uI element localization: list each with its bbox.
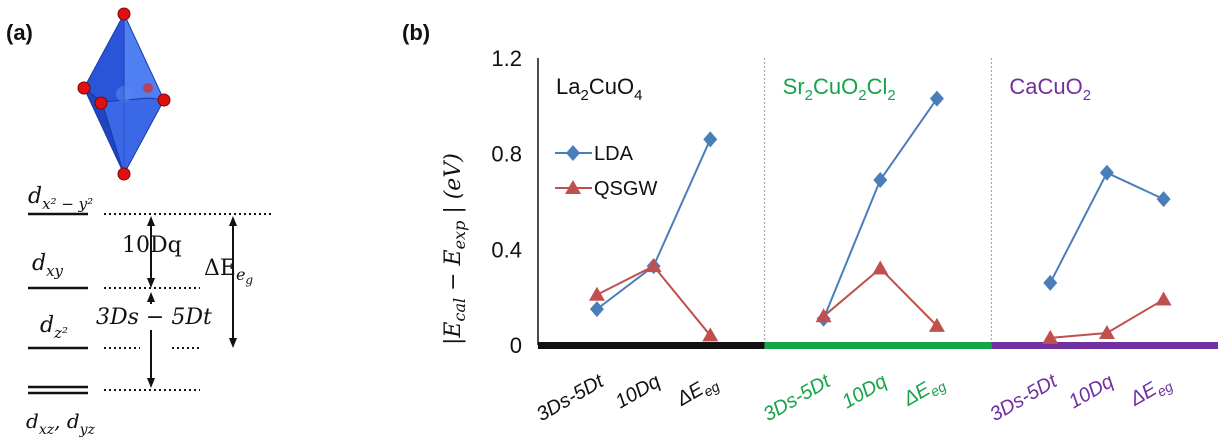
data-point-lda <box>873 171 888 188</box>
legend-marker <box>565 180 581 194</box>
x-category-label: 10Dq <box>838 370 890 413</box>
data-point-lda <box>1099 164 1114 181</box>
data-point-qsgw <box>1042 329 1059 344</box>
compound-label: La2CuO4 <box>556 74 642 104</box>
level-label-dx2y2: dx² − y² <box>28 184 93 213</box>
x-category-label: ΔEeg <box>899 370 949 413</box>
data-point-lda <box>703 131 718 148</box>
label-delta-e-eg: ΔEeg <box>204 256 253 287</box>
compound-label: Sr2CuO2Cl2 <box>783 74 896 104</box>
level-label-dxz-dyz: dxz, dyz <box>26 409 96 438</box>
level-label-dxy: dxy <box>32 251 64 280</box>
data-point-qsgw <box>872 260 889 275</box>
energy-level-diagram: dx² − y² dxy dz² dxz, dyz 10Dq 3Ds − 5Dt <box>26 184 272 438</box>
group-baseline <box>538 342 765 349</box>
label-10dq: 10Dq <box>122 233 182 258</box>
series-line-lda <box>822 98 938 320</box>
line-chart: 0 0.4 0.8 1.2 La2CuO4 Sr2CuO2Cl2 CaCuO2 3Ds-5Dt… <box>491 46 1218 426</box>
data-point-qsgw <box>1098 325 1115 340</box>
octahedron-illustration <box>77 7 171 181</box>
x-category-label: ΔEeg <box>672 370 722 413</box>
data-point-qsgw <box>928 317 945 332</box>
panel-b-label: (b) <box>402 20 430 45</box>
x-category-label: 10Dq <box>612 370 664 413</box>
legend-entry-lda: LDA <box>594 143 634 165</box>
y-tick-label: 1.2 <box>491 46 522 71</box>
group-baseline <box>991 342 1218 349</box>
compound-label: CaCuO2 <box>1009 74 1091 104</box>
data-point-lda <box>589 301 604 318</box>
data-point-lda <box>1156 191 1171 208</box>
y-tick-label: 0.8 <box>491 142 522 167</box>
x-category-label: 3Ds-5Dt <box>533 370 609 426</box>
x-category-label: ΔEeg <box>1126 370 1176 413</box>
data-point-qsgw <box>588 286 605 301</box>
data-point-qsgw <box>815 308 832 323</box>
y-axis-title: |Ecal − Eexp | (eV) <box>441 153 469 345</box>
x-category-label: 3Ds-5Dt <box>760 370 836 426</box>
data-point-lda <box>929 90 944 107</box>
group-baseline <box>764 342 992 349</box>
legend-entry-qsgw: QSGW <box>594 178 657 200</box>
data-point-qsgw <box>645 258 662 273</box>
series-line-lda <box>1049 171 1165 284</box>
data-point-qsgw <box>702 327 719 342</box>
legend-marker <box>566 145 580 161</box>
y-tick-label: 0.4 <box>491 237 522 262</box>
data-point-lda <box>1043 274 1058 291</box>
series-line-qsgw <box>596 264 712 337</box>
level-label-dz2: dz² <box>40 313 68 342</box>
data-point-qsgw <box>1155 291 1172 306</box>
panel-a-label: (a) <box>6 20 33 45</box>
label-3ds-5dt: 3Ds − 5Dt <box>96 305 212 330</box>
y-tick-label: 0 <box>510 333 522 358</box>
x-category-label: 3Ds-5Dt <box>986 370 1062 426</box>
x-category-label: 10Dq <box>1065 370 1117 413</box>
